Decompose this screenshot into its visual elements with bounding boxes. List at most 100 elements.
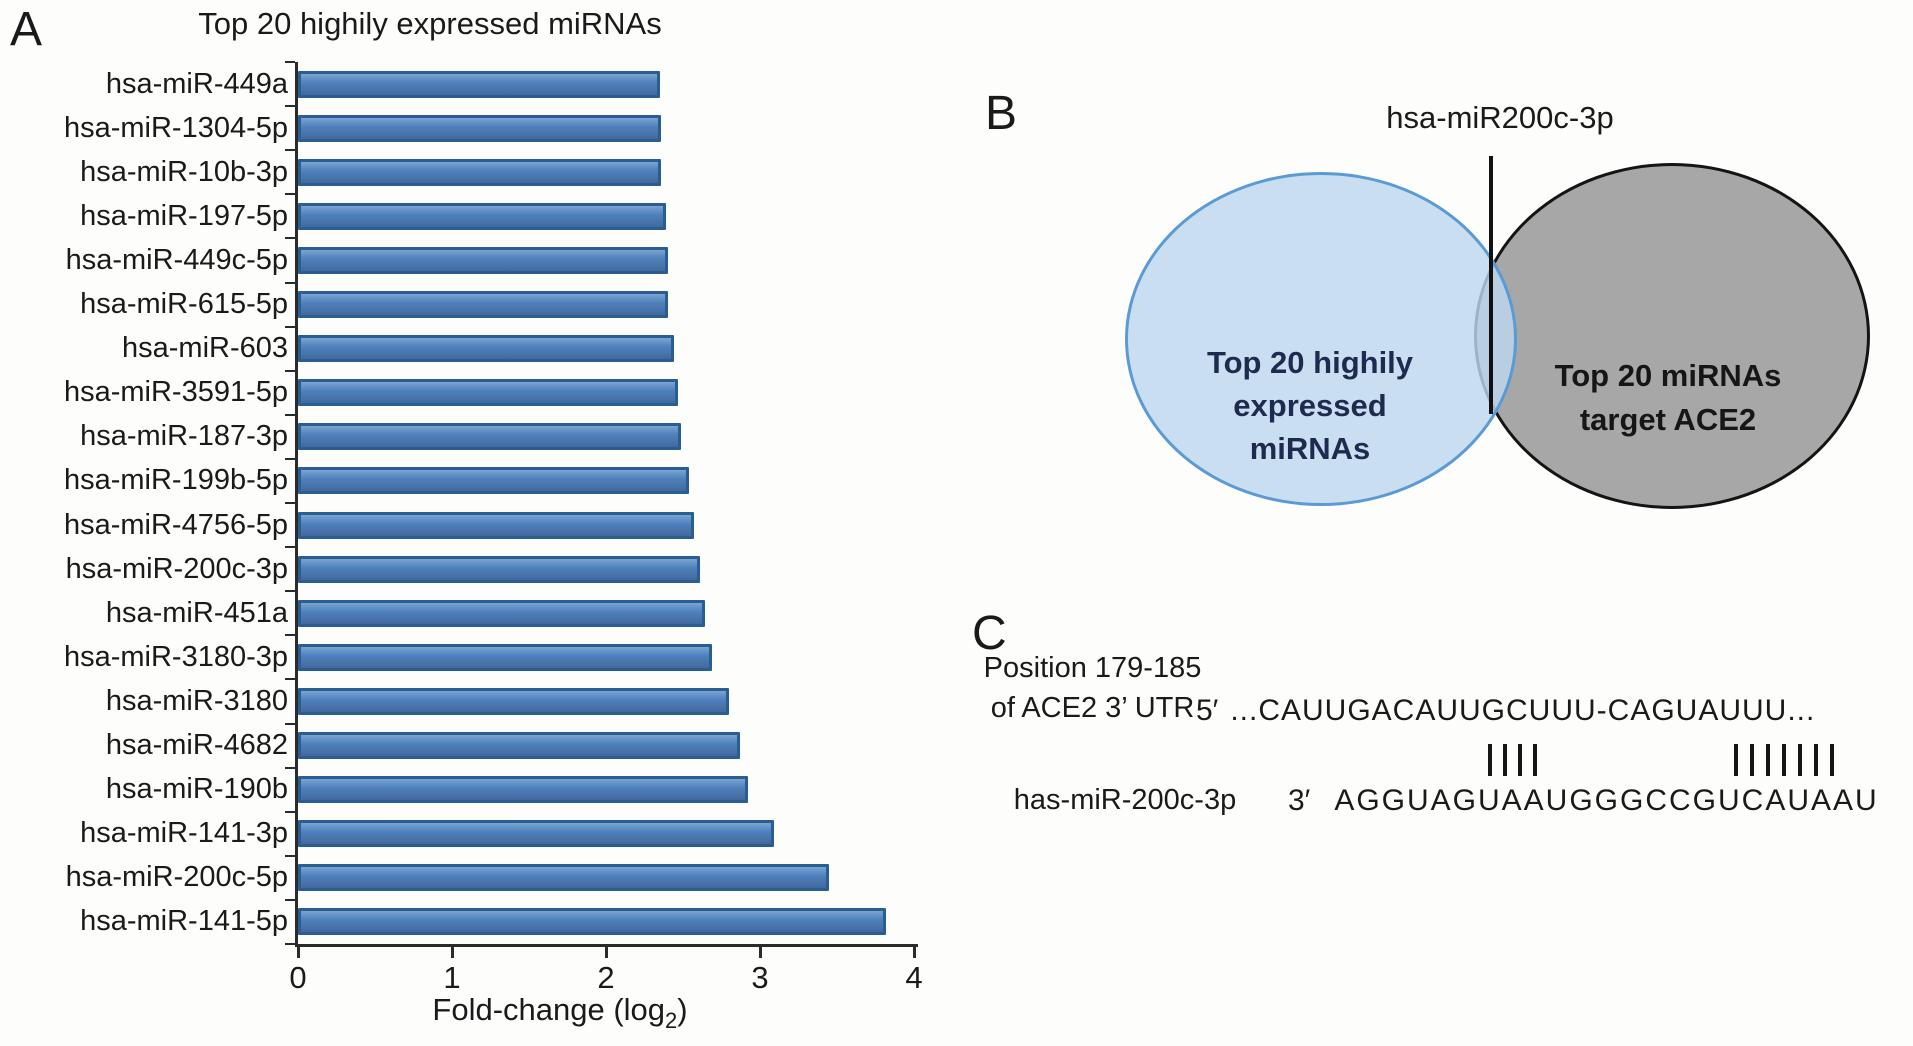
base-pair-bar (1488, 744, 1492, 776)
y-axis-minor-tick (285, 281, 295, 284)
position-label-line2: of ACE2 3’ UTR (990, 692, 1195, 724)
base-pair-match-group-2 (1734, 744, 1834, 776)
base-pair-bar (1533, 744, 1537, 776)
y-axis-minor-tick (285, 810, 295, 813)
y-axis-minor-tick (285, 854, 295, 857)
y-axis-label: hsa-miR-615-5p (80, 288, 288, 321)
bar-hsa-miR-4756-5p (298, 511, 694, 539)
bar-hsa-miR-449a (298, 70, 660, 98)
x-axis-tick (451, 947, 454, 958)
bar-hsa-miR-200c-5p (298, 864, 830, 892)
y-axis-minor-tick (285, 237, 295, 240)
y-axis-minor-tick (285, 898, 295, 901)
x-axis-tick-label: 0 (289, 960, 307, 995)
bar-hsa-miR-3180 (298, 687, 730, 715)
y-axis-label: hsa-miR-449a (105, 67, 288, 100)
x-axis-title-subscript: 2 (665, 1008, 678, 1033)
y-axis-minor-tick (285, 634, 295, 637)
three-prime-mark: 3′ (1288, 784, 1311, 817)
bar-hsa-miR-199b-5p (298, 467, 690, 495)
base-pair-bar (1830, 744, 1834, 776)
mirna-name-label: has-miR-200c-3p (1013, 784, 1237, 816)
venn-circle-highly-expressed (1125, 172, 1517, 506)
x-axis-tick-label: 1 (443, 960, 461, 995)
panel-b-label: B (985, 87, 1018, 140)
x-axis-tick-label: 3 (751, 960, 769, 995)
x-axis-tick (605, 947, 608, 958)
y-axis-label: hsa-miR-197-5p (80, 199, 288, 232)
base-pair-bar (1766, 744, 1770, 776)
y-axis-minor-tick (285, 413, 295, 416)
target-sequence-row: 5′ ...CAUUGACAUUGCUUU-CAGUAUUU... (1196, 694, 1815, 728)
x-axis-title: Fold-change (log2) (310, 992, 810, 1034)
y-axis-minor-tick (285, 105, 295, 108)
x-axis-tick-label: 4 (905, 960, 923, 995)
y-axis-label: hsa-miR-200c-5p (65, 861, 288, 894)
y-axis-label: hsa-miR-3180-3p (63, 640, 288, 673)
y-axis-minor-tick (285, 943, 295, 945)
bar-hsa-miR-3591-5p (298, 379, 679, 407)
y-axis-label: hsa-miR-3591-5p (63, 376, 288, 409)
y-axis-label: hsa-miR-451a (105, 596, 288, 629)
y-axis-labels: hsa-miR-449a hsa-miR-1304-5p hsa-miR-10b-3… (0, 62, 288, 944)
x-axis-tick-label: 2 (597, 960, 615, 995)
y-axis-minor-tick (285, 193, 295, 196)
y-axis-minor-tick (285, 325, 295, 328)
mirna-sequence: AGGUAGUAAUGGGCCGUCAUAAU (1334, 784, 1879, 817)
y-axis-line (295, 62, 298, 947)
x-axis-line (295, 944, 918, 947)
x-axis-tick (297, 947, 300, 958)
y-axis-minor-tick (285, 678, 295, 681)
bar-hsa-miR-451a (298, 599, 705, 627)
bar-hsa-miR-603 (298, 335, 674, 363)
base-pair-bar (1503, 744, 1507, 776)
y-axis-label: hsa-miR-449c-5p (65, 243, 288, 276)
y-axis-label: hsa-miR-10b-3p (80, 155, 288, 188)
y-axis-label: hsa-miR-187-3p (80, 420, 288, 453)
panel-c-label: C (972, 607, 1007, 660)
bar-hsa-miR-190b (298, 776, 748, 804)
y-axis-minor-tick (285, 457, 295, 460)
plot-area (285, 61, 914, 945)
venn-callout-label: hsa-miR200c-3p (1386, 100, 1614, 135)
bar-hsa-miR-10b-3p (298, 158, 662, 186)
y-axis-minor-tick (285, 149, 295, 152)
y-axis-label: hsa-miR-141-3p (80, 817, 288, 850)
bar-hsa-miR-449c-5p (298, 246, 668, 274)
x-axis-ticks: 0 1 2 3 4 (289, 947, 923, 1017)
base-pair-match-group-1 (1488, 744, 1537, 776)
x-axis-title-text: Fold-change (log (432, 992, 666, 1027)
chart-title: Top 20 highily expressed miRNAs (198, 6, 662, 41)
y-axis-label: hsa-miR-190b (105, 773, 288, 806)
venn-right-label: Top 20 miRNAs target ACE2 (1554, 358, 1782, 437)
x-axis-title-close: ) (677, 992, 688, 1027)
bar-hsa-miR-4682 (298, 732, 740, 760)
bar-hsa-miR-200c-3p (298, 555, 700, 583)
y-axis-label: hsa-miR-200c-3p (65, 552, 288, 585)
bar-hsa-miR-1304-5p (298, 114, 662, 142)
y-axis-minor-tick (285, 546, 295, 549)
y-axis-minor-tick (285, 369, 295, 372)
base-pair-bar (1798, 744, 1802, 776)
bar-hsa-miR-141-5p (298, 908, 887, 936)
panel-a-label: A (10, 3, 43, 56)
bar-hsa-miR-141-3p (298, 820, 774, 848)
bar-hsa-miR-615-5p (298, 291, 668, 319)
venn-left-label: Top 20 highily expressed miRNAs (1206, 345, 1414, 466)
base-pair-bar (1518, 744, 1522, 776)
mirna-sequence-row: 3′ AGGUAGUAAUGGGCCGUCAUAAU (1288, 784, 1879, 818)
y-axis-minor-tick (285, 502, 295, 504)
y-axis-label: hsa-miR-4682 (105, 729, 288, 762)
venn-circle-target-ace2 (1474, 163, 1870, 509)
five-prime-mark: 5′ (1196, 694, 1219, 727)
y-axis-label: hsa-miR-141-5p (80, 905, 288, 938)
y-axis-label: hsa-miR-4756-5p (63, 508, 288, 541)
bar-hsa-miR-187-3p (298, 423, 682, 451)
y-axis-minor-tick (285, 722, 295, 725)
y-axis-minor-tick (285, 766, 295, 769)
ace2-utr-sequence: ...CAUUGACAUUGCUUU-CAGUAUUU... (1230, 694, 1816, 727)
bar-hsa-miR-3180-3p (298, 643, 713, 671)
y-axis-label: hsa-miR-1304-5p (63, 111, 288, 144)
base-pair-bar (1734, 744, 1738, 776)
